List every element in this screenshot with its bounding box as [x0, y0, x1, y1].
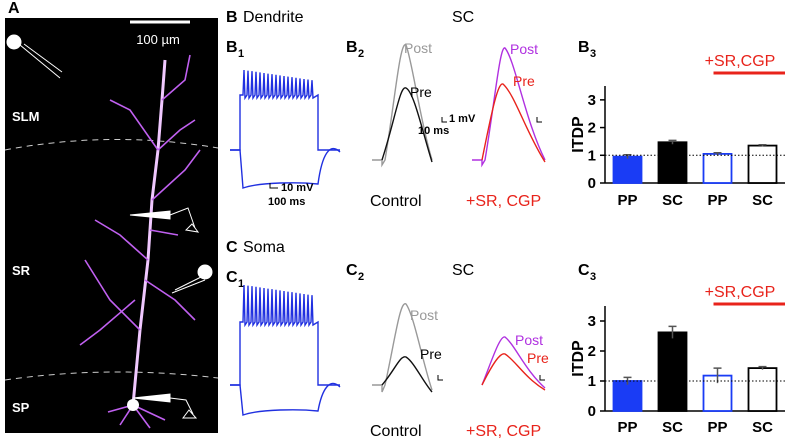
epsp-pre: [381, 356, 433, 393]
error-bar: [758, 365, 767, 370]
panel-sub: 1: [238, 278, 244, 290]
x-tick-label: PP: [707, 419, 727, 436]
epsp-pre: [481, 83, 546, 163]
panel-label: B: [578, 39, 590, 56]
y-tick-label: 1: [588, 373, 596, 390]
x-tick-label: PP: [617, 419, 637, 436]
bar: [657, 331, 688, 412]
y-tick-label: 1: [588, 147, 596, 164]
epsp-post: [472, 47, 546, 168]
trace-label: Pre: [420, 346, 442, 362]
layer-border: [4, 138, 219, 151]
epsp-post: [481, 336, 546, 389]
trace-up: [230, 284, 340, 386]
panel-label: C: [346, 262, 358, 279]
bar: [747, 367, 778, 412]
pathway-label: SC: [452, 9, 474, 26]
trace-label: Post: [515, 332, 543, 348]
scale-bar: [536, 117, 542, 123]
scale-bar: [269, 183, 278, 189]
trace-label: Post: [510, 41, 538, 57]
scale-label: 10 ms: [418, 125, 449, 137]
panel-sub: 3: [590, 48, 596, 60]
panel-label: C: [226, 239, 238, 256]
trace-label: Post: [410, 307, 438, 323]
trace-down: [230, 382, 341, 416]
voltage-trace: [230, 284, 341, 416]
annotation: +SR,CGP: [705, 284, 776, 301]
y-tick-label: 2: [588, 343, 596, 360]
annotation: +SR,CGP: [705, 53, 776, 70]
panel-sub: 2: [358, 48, 364, 60]
region-label: SP: [12, 400, 30, 415]
trace-up: [230, 69, 340, 151]
panel-title: Soma: [243, 239, 285, 256]
soma: [127, 399, 139, 411]
scale-label: 100 µm: [136, 32, 180, 47]
panel-label: B: [226, 9, 238, 26]
scale-bar: [539, 375, 545, 381]
x-tick-label: SC: [662, 419, 683, 436]
scale-label: 10 mV: [281, 182, 314, 194]
panel-label: B: [226, 39, 238, 56]
trace-label: Pre: [410, 84, 432, 100]
error-bar: [668, 139, 677, 145]
epsp-pre: [381, 87, 433, 163]
y-tick-label: 3: [588, 92, 596, 109]
epsp-pre: [481, 353, 546, 391]
panel-sub: 3: [590, 271, 596, 283]
y-tick-label: 0: [588, 403, 596, 420]
electrodes: [6, 34, 213, 419]
error-bar: [758, 144, 767, 147]
panel-label: C: [226, 269, 238, 286]
scale-label: 1 mV: [449, 113, 476, 125]
panel-sub: 1: [238, 48, 244, 60]
panel-label: A: [8, 0, 20, 17]
epsp-post: [372, 44, 433, 168]
x-tick-label: SC: [752, 192, 773, 209]
scale-bar: [437, 375, 443, 381]
micrograph: [5, 18, 218, 433]
bar: [612, 155, 643, 184]
bar: [657, 141, 688, 184]
error-bar: [713, 152, 722, 156]
y-axis-label: ITDP: [570, 116, 587, 153]
trace-label: Pre: [513, 73, 535, 89]
y-tick-label: 2: [588, 120, 596, 137]
y-tick-label: 3: [588, 313, 596, 330]
epsp-post: [372, 303, 433, 393]
scale-bar: [441, 117, 447, 123]
trace-label: Pre: [527, 350, 549, 366]
bar: [612, 380, 643, 412]
x-tick-label: SC: [662, 192, 683, 209]
panel-label: B: [346, 39, 358, 56]
scale-label: 100 ms: [268, 196, 305, 208]
error-bar: [668, 325, 677, 339]
pathway-label: SC: [452, 262, 474, 279]
y-tick-label: 0: [588, 175, 596, 192]
panel-sub: 2: [358, 271, 364, 283]
condition-label: Control: [370, 193, 422, 210]
x-tick-label: PP: [707, 192, 727, 209]
condition-label: +SR, CGP: [466, 423, 541, 440]
trace-label: Post: [404, 40, 432, 56]
bar: [747, 144, 778, 184]
bar: [702, 152, 733, 184]
condition-label: Control: [370, 423, 422, 440]
region-label: SLM: [12, 109, 39, 124]
condition-label: +SR, CGP: [466, 193, 541, 210]
x-tick-label: SC: [752, 419, 773, 436]
panel-title: Dendrite: [243, 9, 304, 26]
trace-down: [230, 147, 341, 189]
y-axis-label: ITDP: [570, 340, 587, 377]
region-label: SR: [12, 263, 31, 278]
x-tick-label: PP: [617, 192, 637, 209]
voltage-trace: [230, 69, 341, 189]
layer-border: [4, 371, 219, 381]
panel-label: C: [578, 262, 590, 279]
